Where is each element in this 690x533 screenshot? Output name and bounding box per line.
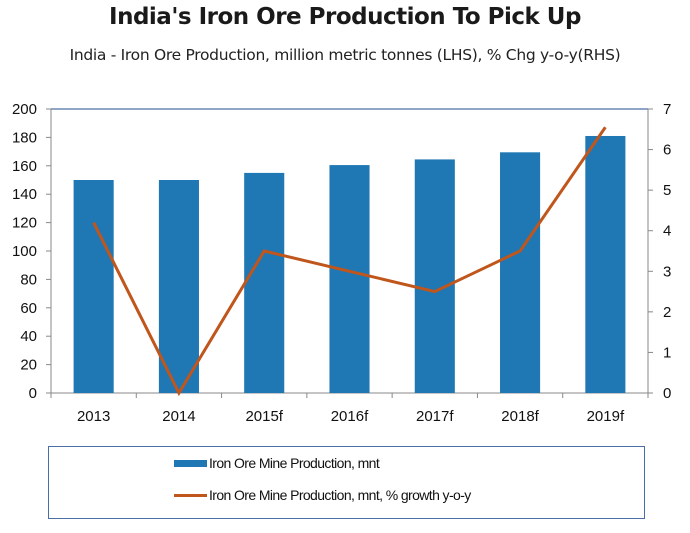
x-tick-label: 2017f xyxy=(416,408,454,425)
x-tick-label: 2014 xyxy=(162,408,195,425)
right-tick-label: 6 xyxy=(663,142,671,159)
left-tick-label: 100 xyxy=(12,243,37,260)
right-tick-label: 2 xyxy=(663,304,671,321)
legend-swatch-line xyxy=(174,493,207,497)
bar-2015f xyxy=(244,172,285,393)
axes xyxy=(46,108,653,398)
right-tick-label: 3 xyxy=(663,263,671,280)
x-tick-label: 2018f xyxy=(501,408,539,425)
bar-2016f xyxy=(329,165,370,393)
left-tick-label: 0 xyxy=(29,385,37,402)
legend: Iron Ore Mine Production, mnt Iron Ore M… xyxy=(48,446,645,519)
x-tick-label: 2019f xyxy=(587,408,625,425)
x-tick-label: 2016f xyxy=(331,408,369,425)
x-tick-label: 2015f xyxy=(245,408,283,425)
left-tick-label: 180 xyxy=(12,129,37,146)
bar-2019f xyxy=(585,135,626,394)
left-tick-label: 80 xyxy=(20,271,37,288)
legend-item-bar: Iron Ore Mine Production, mnt xyxy=(174,455,380,471)
bar-2018f xyxy=(500,152,541,393)
left-tick-label: 60 xyxy=(20,300,37,317)
right-tick-label: 4 xyxy=(663,223,671,240)
tick-labels: 0 20 40 60 80 100 120 140 160 180 200 0 1 2 3 4 5 6 7 2013 2… xyxy=(12,101,671,425)
chart-title: India's Iron Ore Production To Pick Up xyxy=(109,4,581,30)
bar-2014 xyxy=(158,180,199,393)
right-tick-label: 7 xyxy=(663,101,671,118)
bar-2017f xyxy=(414,159,455,393)
bar-series xyxy=(73,135,626,394)
legend-item-line: Iron Ore Mine Production, mnt, % growth … xyxy=(174,487,471,503)
left-tick-label: 140 xyxy=(12,186,37,203)
left-tick-label: 20 xyxy=(20,357,37,374)
right-tick-label: 5 xyxy=(663,182,671,199)
right-tick-label: 1 xyxy=(663,344,671,361)
legend-label-line: Iron Ore Mine Production, mnt, % growth … xyxy=(209,487,471,503)
left-tick-label: 200 xyxy=(12,101,37,118)
x-tick-label: 2013 xyxy=(77,408,110,425)
legend-label-bar: Iron Ore Mine Production, mnt xyxy=(209,455,380,471)
legend-swatch-bar xyxy=(174,459,207,467)
left-tick-label: 160 xyxy=(12,158,37,175)
line-series xyxy=(92,126,607,397)
bar-2013 xyxy=(73,180,114,393)
chart-subtitle: India - Iron Ore Production, million met… xyxy=(69,46,621,64)
left-tick-label: 40 xyxy=(20,328,37,345)
right-tick-label: 0 xyxy=(663,385,671,402)
left-tick-label: 120 xyxy=(12,215,37,232)
chart-plot: 0 20 40 60 80 100 120 140 160 180 200 0 1 2 3 4 5 6 7 2013 2… xyxy=(12,101,671,425)
